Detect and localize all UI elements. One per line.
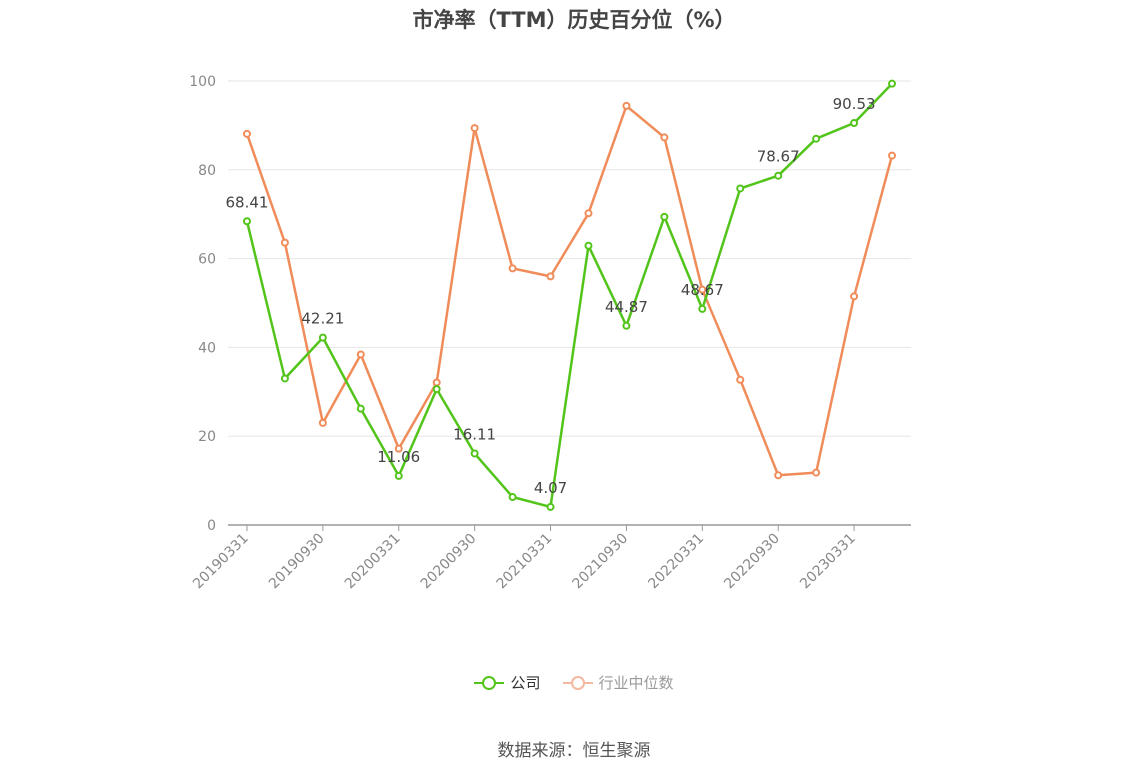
industry-point [546, 272, 555, 281]
legend-label-company: 公司 [510, 674, 541, 692]
data-source-note: 数据来源：恒生聚源 [497, 741, 651, 761]
industry-point [280, 238, 289, 247]
industry-point [394, 444, 403, 453]
industry-point [850, 292, 859, 301]
company-point [736, 184, 745, 193]
industry-point [698, 285, 707, 294]
industry-point [812, 468, 821, 477]
company-point [242, 217, 251, 226]
company-point [470, 449, 479, 458]
company-data-label: 42.21 [301, 310, 344, 328]
industry-point [622, 101, 631, 110]
y-tick-label: 0 [207, 518, 216, 534]
company-point [508, 493, 517, 502]
company-point [622, 321, 631, 330]
industry-point [432, 378, 441, 387]
industry-point [774, 471, 783, 480]
company-point [584, 241, 593, 250]
company-data-label: 68.41 [225, 193, 268, 211]
x-tick-label: 20210930 [570, 531, 632, 593]
company-point [546, 502, 555, 511]
company-data-label: 11.06 [377, 448, 420, 466]
company-data-label: 16.11 [453, 425, 496, 443]
company-point [888, 79, 897, 88]
legend-label-industry: 行业中位数 [598, 674, 674, 692]
company-data-label: 90.53 [833, 95, 876, 113]
company-point [432, 385, 441, 394]
company-point [394, 471, 403, 480]
industry-point [584, 209, 593, 218]
y-tick-label: 60 [198, 252, 216, 268]
x-tick-label: 20220930 [721, 531, 783, 593]
industry-point [660, 133, 669, 142]
industry-point [736, 375, 745, 384]
legend-industry-marker-icon [562, 675, 593, 691]
industry-point [242, 129, 251, 138]
company-point [660, 212, 669, 221]
company-point [850, 119, 859, 128]
industry-series-line [245, 104, 894, 477]
y-tick-label: 100 [189, 74, 216, 90]
company-point [280, 374, 289, 383]
company-data-label: 78.67 [757, 148, 800, 166]
x-tick-label: 20200331 [342, 531, 404, 593]
y-tick-label: 80 [198, 163, 216, 179]
x-tick-label: 20210331 [494, 531, 556, 593]
chart-title: 市净率（TTM）历史百分位（%） [412, 8, 736, 32]
company-data-label: 44.87 [605, 298, 648, 316]
legend-item-industry[interactable]: 行业中位数 [562, 672, 674, 693]
company-series-line [245, 82, 893, 509]
industry-point [356, 350, 365, 359]
company-point [356, 404, 365, 413]
x-tick-label: 20220331 [645, 531, 707, 593]
company-point [812, 134, 821, 143]
industry-point [318, 418, 327, 427]
y-tick-label: 40 [198, 340, 216, 356]
legend-item-company[interactable]: 公司 [474, 672, 541, 693]
legend: 公司 行业中位数 [0, 672, 1148, 693]
legend-company-marker-icon [474, 675, 505, 691]
industry-point [508, 264, 517, 273]
line-chart: 0 20 40 60 80 100 20190331 20190930 20200331 2020… [189, 74, 911, 593]
company-data-label: 4.07 [534, 479, 567, 497]
y-tick-label: 20 [198, 429, 216, 445]
x-tick-label: 20190331 [190, 531, 252, 593]
industry-point [888, 151, 897, 160]
x-tick-label: 20200930 [418, 531, 480, 593]
company-point [774, 171, 783, 180]
company-point [318, 333, 327, 342]
company-data-label: 48.67 [681, 281, 724, 299]
industry-point [470, 124, 479, 133]
company-point [698, 304, 707, 313]
x-tick-label: 20230331 [797, 531, 859, 593]
x-tick-label: 20190930 [266, 531, 328, 593]
